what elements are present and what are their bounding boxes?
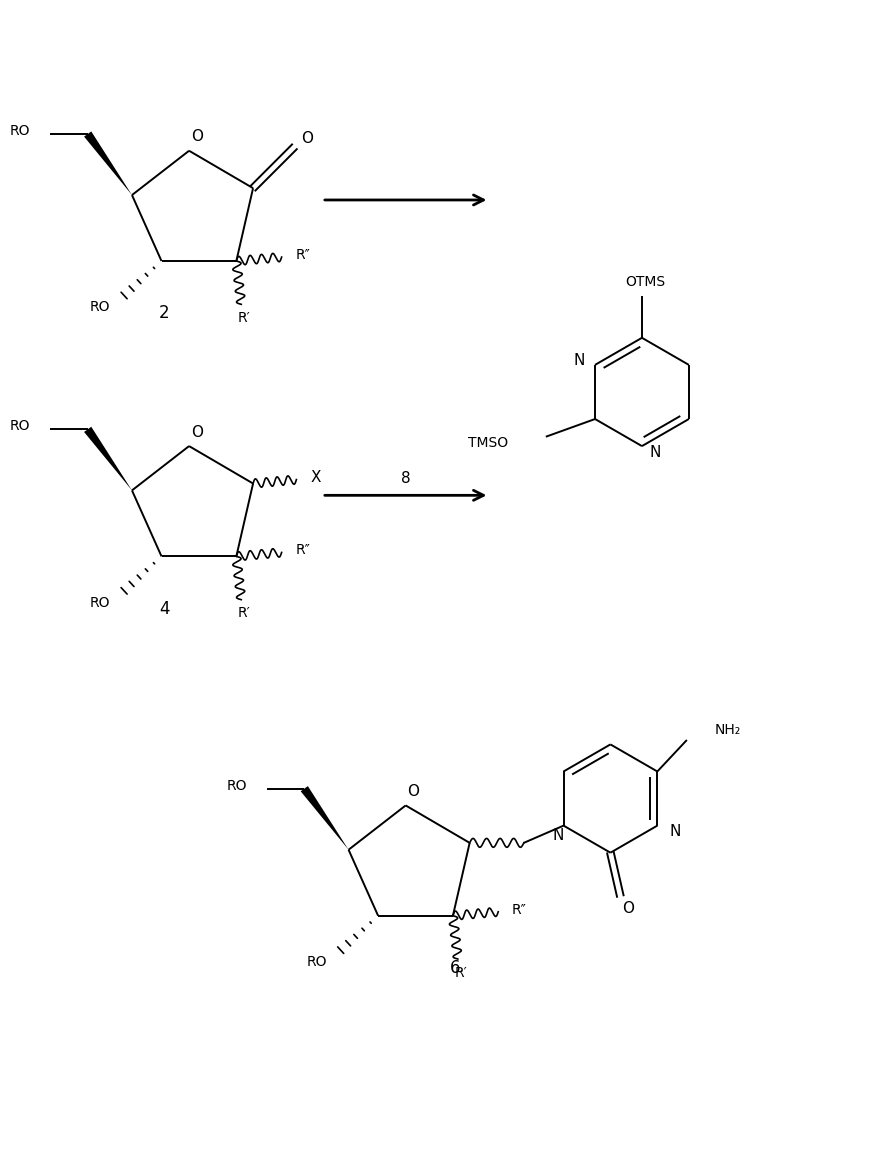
Polygon shape [84,427,132,490]
Text: R′: R′ [237,606,251,620]
Text: N: N [573,353,585,369]
Text: RO: RO [227,779,247,793]
Text: NH₂: NH₂ [714,723,741,737]
Text: O: O [301,131,314,146]
Text: RO: RO [90,300,110,314]
Text: RO: RO [306,955,327,969]
Text: OTMS: OTMS [625,275,665,289]
Text: R′: R′ [237,311,251,326]
Text: R″: R″ [296,248,310,262]
Text: R″: R″ [296,544,310,557]
Text: 6: 6 [450,958,461,977]
Text: RO: RO [90,596,110,610]
Text: O: O [191,130,203,145]
Text: 2: 2 [159,304,169,322]
Text: N: N [650,445,661,459]
Text: TMSO: TMSO [469,436,508,450]
Text: N: N [669,824,681,839]
Text: RO: RO [10,124,30,138]
Polygon shape [301,786,349,850]
Text: R′: R′ [454,965,467,979]
Text: O: O [191,425,203,439]
Text: O: O [622,902,634,917]
Text: N: N [553,828,564,843]
Text: RO: RO [10,420,30,433]
Polygon shape [84,131,132,195]
Text: R″: R″ [512,903,527,917]
Text: 4: 4 [159,599,169,618]
Text: O: O [408,785,419,800]
Text: X: X [310,471,321,486]
Text: 8: 8 [401,471,410,486]
